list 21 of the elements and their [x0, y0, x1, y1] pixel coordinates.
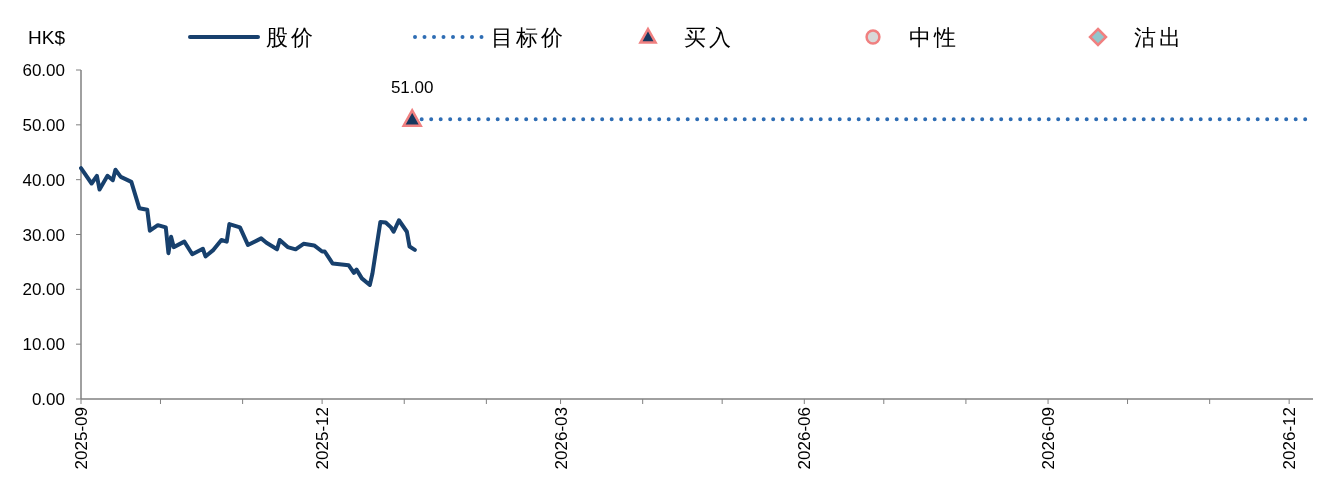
x-tick-label: 2026-12	[1280, 407, 1300, 470]
x-tick-label: 2026-06	[795, 407, 815, 470]
y-tick-label: 0.00	[31, 390, 65, 409]
x-tick-label: 2025-09	[72, 407, 91, 470]
x-tick-label: 2025-12	[313, 407, 333, 470]
data-label: 51.00	[390, 78, 434, 98]
y-tick-label: 30.00	[22, 225, 65, 245]
legend-label: 股价	[266, 25, 316, 50]
y-axis-title: HK$	[28, 27, 66, 48]
line-series	[79, 166, 417, 287]
y-tick-label: 20.00	[22, 280, 65, 300]
y-tick-label: 60.00	[22, 61, 65, 80]
y-tick-label: 10.00	[22, 335, 65, 355]
x-tick-label: 2026-03	[551, 407, 571, 470]
y-tick-label: 50.00	[22, 115, 65, 135]
legend-label: 买入	[684, 25, 734, 50]
y-tick-label: 40.00	[22, 170, 65, 190]
legend-label: 中性	[909, 25, 959, 50]
legend-label: 目标价	[491, 25, 566, 50]
legend-label: 沽出	[1134, 25, 1184, 50]
x-tick-label: 2026-09	[1039, 407, 1059, 470]
